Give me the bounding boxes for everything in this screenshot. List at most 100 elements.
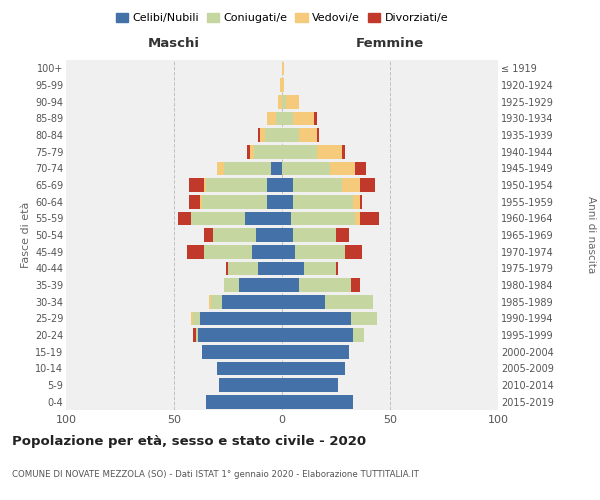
Bar xyxy=(293,112,314,125)
Bar xyxy=(258,128,260,142)
Bar xyxy=(206,395,282,408)
Bar xyxy=(351,278,360,292)
Bar xyxy=(293,195,353,208)
Bar xyxy=(329,162,355,175)
Bar xyxy=(325,295,373,308)
Bar xyxy=(293,228,336,242)
Bar xyxy=(178,212,191,225)
Legend: Celibi/Nubili, Coniugati/e, Vedovi/e, Divorziati/e: Celibi/Nubili, Coniugati/e, Vedovi/e, Di… xyxy=(112,8,452,28)
Bar xyxy=(211,295,221,308)
Text: COMUNE DI NOVATE MEZZOLA (SO) - Dati ISTAT 1° gennaio 2020 - Elaborazione TUTTIT: COMUNE DI NOVATE MEZZOLA (SO) - Dati IST… xyxy=(12,470,419,479)
Bar xyxy=(220,378,282,392)
Text: Popolazione per età, sesso e stato civile - 2020: Popolazione per età, sesso e stato civil… xyxy=(12,435,366,448)
Bar xyxy=(360,195,362,208)
Bar xyxy=(282,128,299,142)
Bar xyxy=(189,195,200,208)
Bar xyxy=(202,345,282,358)
Bar xyxy=(204,228,213,242)
Bar xyxy=(290,212,355,225)
Bar xyxy=(213,228,256,242)
Text: Anni di nascita: Anni di nascita xyxy=(586,196,596,274)
Bar xyxy=(314,112,317,125)
Bar xyxy=(245,212,282,225)
Bar xyxy=(228,262,258,275)
Bar xyxy=(202,195,267,208)
Bar xyxy=(282,112,293,125)
Text: Femmine: Femmine xyxy=(356,37,424,50)
Bar xyxy=(282,178,293,192)
Bar xyxy=(282,312,351,325)
Bar xyxy=(282,378,338,392)
Bar xyxy=(204,245,252,258)
Bar xyxy=(353,195,360,208)
Bar xyxy=(317,128,319,142)
Bar xyxy=(226,262,228,275)
Bar xyxy=(217,162,224,175)
Bar xyxy=(187,245,204,258)
Bar xyxy=(282,328,353,342)
Bar xyxy=(267,112,275,125)
Bar xyxy=(353,328,364,342)
Bar xyxy=(189,178,204,192)
Bar xyxy=(282,362,344,375)
Bar xyxy=(267,195,282,208)
Bar xyxy=(224,278,239,292)
Bar xyxy=(355,212,360,225)
Bar xyxy=(336,228,349,242)
Bar xyxy=(191,312,193,325)
Bar xyxy=(239,278,282,292)
Bar xyxy=(304,262,336,275)
Bar xyxy=(275,112,282,125)
Bar xyxy=(282,395,353,408)
Bar xyxy=(360,212,379,225)
Bar xyxy=(317,145,343,158)
Bar xyxy=(198,328,282,342)
Bar xyxy=(344,245,362,258)
Bar xyxy=(200,312,282,325)
Bar xyxy=(267,178,282,192)
Bar xyxy=(265,128,282,142)
Bar xyxy=(282,278,299,292)
Bar xyxy=(282,62,284,75)
Bar xyxy=(282,145,317,158)
Bar xyxy=(191,212,245,225)
Bar xyxy=(336,262,338,275)
Bar xyxy=(282,345,349,358)
Bar xyxy=(343,145,344,158)
Bar xyxy=(247,145,250,158)
Text: Maschi: Maschi xyxy=(148,37,200,50)
Bar xyxy=(260,128,265,142)
Bar xyxy=(193,312,200,325)
Bar xyxy=(282,245,295,258)
Bar xyxy=(252,245,282,258)
Bar xyxy=(282,212,290,225)
Bar xyxy=(282,295,325,308)
Bar xyxy=(282,195,293,208)
Bar xyxy=(343,178,360,192)
Bar xyxy=(193,328,196,342)
Bar xyxy=(250,145,254,158)
Bar xyxy=(271,162,282,175)
Bar xyxy=(299,128,317,142)
Bar xyxy=(206,178,267,192)
Bar xyxy=(204,178,206,192)
Bar xyxy=(256,228,282,242)
Bar xyxy=(355,162,366,175)
Bar xyxy=(299,278,351,292)
Bar xyxy=(280,78,282,92)
Bar xyxy=(351,312,377,325)
Bar xyxy=(295,245,344,258)
Bar xyxy=(196,328,198,342)
Bar xyxy=(258,262,282,275)
Bar xyxy=(282,95,286,108)
Bar xyxy=(221,295,282,308)
Bar xyxy=(200,195,202,208)
Bar xyxy=(282,78,284,92)
Bar xyxy=(282,228,293,242)
Bar xyxy=(286,95,299,108)
Bar xyxy=(282,162,329,175)
Bar xyxy=(278,95,282,108)
Bar xyxy=(217,362,282,375)
Bar xyxy=(224,162,271,175)
Bar xyxy=(282,262,304,275)
